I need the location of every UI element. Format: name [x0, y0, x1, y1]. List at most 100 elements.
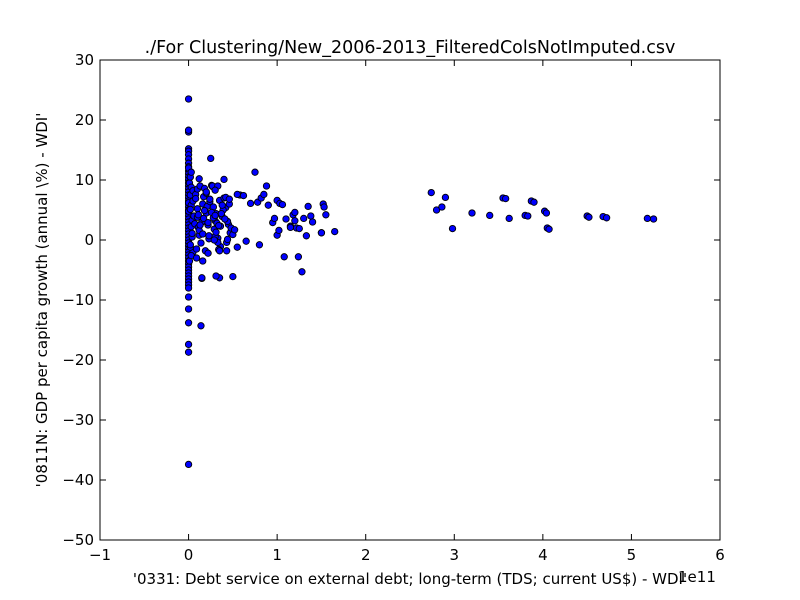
data-point [225, 195, 233, 203]
x-tick-label: 0 [184, 546, 194, 564]
data-point [184, 340, 193, 349]
y-tick-label: −40 [62, 471, 94, 489]
data-point [184, 293, 193, 301]
data-point [192, 194, 200, 203]
y-tick-label: 0 [84, 231, 94, 249]
data-point [192, 254, 201, 262]
data-point [184, 126, 193, 134]
data-point [199, 230, 207, 238]
data-point [184, 95, 193, 103]
data-point [184, 319, 193, 327]
data-point [295, 224, 303, 233]
data-point [643, 214, 652, 223]
data-point [438, 203, 446, 211]
data-point [291, 217, 299, 225]
data-point [204, 218, 212, 227]
data-point [322, 211, 330, 219]
data-point [223, 247, 231, 255]
x-axis-offset-text: 1e11 [678, 568, 716, 586]
data-point [221, 215, 229, 223]
data-point [197, 322, 205, 330]
y-tick-label: −10 [62, 291, 94, 309]
data-point [217, 209, 225, 218]
data-point [441, 193, 450, 202]
data-point [262, 182, 271, 190]
data-point [198, 274, 206, 282]
data-point [448, 224, 457, 233]
data-point [291, 208, 299, 217]
y-axis-label: '0811N: GDP per capita growth (annual \%… [33, 113, 51, 488]
data-point [233, 243, 241, 251]
data-point [220, 175, 228, 184]
data-point [194, 211, 202, 219]
data-point [307, 212, 315, 220]
data-point [199, 214, 208, 223]
data-point [505, 214, 513, 223]
data-point [432, 206, 441, 214]
data-point [502, 194, 510, 203]
data-point [200, 206, 209, 215]
data-point [196, 221, 204, 229]
y-tick-label: −20 [62, 351, 94, 369]
data-point [542, 209, 551, 217]
data-point [233, 190, 241, 199]
data-point [210, 236, 218, 244]
y-axis-ticks: 30 20 10 0 −10 −20 −30 −40 −50 [62, 51, 720, 549]
x-axis-ticks: −1 0 1 2 3 4 5 6 [89, 60, 725, 564]
data-point [649, 215, 658, 223]
data-point [211, 211, 219, 220]
data-point [204, 249, 212, 257]
data-point [246, 199, 255, 208]
data-point [212, 272, 220, 280]
data-point [186, 241, 194, 249]
data-point [251, 168, 259, 176]
data-point [242, 237, 250, 245]
data-point [193, 205, 202, 213]
x-tick-label: 2 [361, 546, 371, 564]
data-point [239, 191, 248, 200]
data-point [298, 268, 306, 276]
data-point [223, 235, 232, 244]
data-points [184, 95, 658, 469]
data-point [304, 202, 312, 211]
data-point [215, 221, 223, 230]
data-point [468, 209, 476, 217]
data-point [186, 205, 194, 214]
data-point [286, 223, 295, 232]
data-point [264, 201, 272, 209]
data-point [184, 348, 193, 356]
data-point [218, 201, 226, 209]
data-point [188, 229, 196, 238]
data-point [302, 232, 311, 240]
data-point [530, 198, 538, 206]
data-point [211, 186, 219, 194]
x-axis-label: '0331: Debt service on external debt; lo… [133, 570, 687, 588]
y-tick-label: 30 [75, 51, 94, 69]
data-point [280, 253, 288, 261]
data-point [320, 203, 328, 211]
data-point [270, 214, 279, 223]
data-point [215, 247, 224, 255]
data-point [275, 226, 283, 235]
y-tick-label: 10 [75, 171, 94, 189]
data-point [202, 188, 210, 196]
x-tick-label: 6 [715, 546, 725, 564]
chart-title: ./For Clustering/New_2006-2013_FilteredC… [145, 38, 676, 58]
data-point [195, 175, 203, 183]
data-point [317, 229, 326, 237]
x-tick-label: 4 [538, 546, 548, 564]
x-tick-label: −1 [89, 546, 111, 564]
data-point [545, 225, 553, 233]
y-tick-label: −50 [62, 531, 94, 549]
data-point [300, 214, 308, 223]
data-point [255, 241, 264, 249]
x-tick-label: 5 [627, 546, 637, 564]
data-point [308, 218, 317, 226]
y-tick-label: −30 [62, 411, 94, 429]
y-tick-label: 20 [75, 111, 94, 129]
data-point [427, 188, 435, 197]
data-point [602, 214, 611, 222]
data-point [197, 239, 205, 247]
data-point [187, 168, 195, 176]
